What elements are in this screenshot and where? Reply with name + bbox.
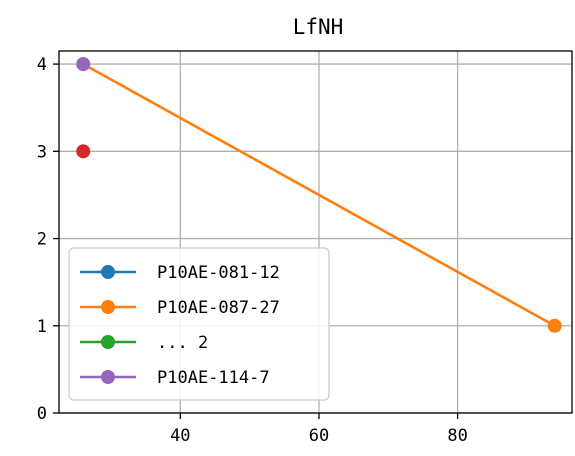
chart-title: LfNH [293,15,344,39]
y-tick-label: 1 [37,317,47,337]
x-tick-label: 40 [170,426,190,446]
axis-ticks: 40 60 80 0 1 2 3 4 [37,55,468,446]
legend-label: P10AE-087-27 [157,298,280,318]
legend-label: P10AE-114-7 [157,368,270,388]
y-tick-label: 4 [37,55,47,75]
y-tick-label: 0 [37,404,47,424]
x-tick-label: 80 [447,426,467,446]
data-point [76,57,91,72]
legend-label: ... 2 [157,333,208,353]
series-line [82,62,556,327]
legend: P10AE-081-12 P10AE-087-27 ... 2 P10AE-114-7 [68,247,330,401]
y-tick-label: 2 [37,230,47,250]
legend-marker [101,370,115,384]
y-tick-label: 3 [37,142,47,162]
data-point [547,318,562,333]
series-layer [76,57,562,333]
plot-frame [58,50,573,414]
legend-marker [101,300,115,314]
legend-label: P10AE-081-12 [157,263,280,283]
data-point [76,144,91,159]
legend-marker [101,335,115,349]
legend-marker [101,265,115,279]
x-tick-label: 60 [309,426,329,446]
legend-box [68,247,330,401]
